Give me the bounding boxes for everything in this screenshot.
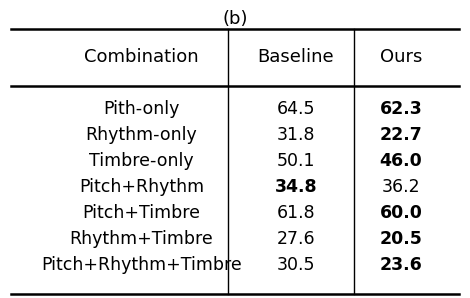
Text: (b): (b) (222, 10, 248, 28)
Text: 20.5: 20.5 (379, 230, 423, 248)
Text: 60.0: 60.0 (379, 204, 423, 222)
Text: 27.6: 27.6 (276, 230, 315, 248)
Text: Baseline: Baseline (258, 49, 334, 66)
Text: 36.2: 36.2 (382, 178, 420, 196)
Text: Pitch+Rhythm+Timbre: Pitch+Rhythm+Timbre (41, 256, 242, 274)
Text: Pith-only: Pith-only (103, 100, 180, 118)
Text: 22.7: 22.7 (379, 126, 422, 144)
Text: Pitch+Timbre: Pitch+Timbre (83, 204, 201, 222)
Text: 50.1: 50.1 (276, 152, 315, 170)
Text: 46.0: 46.0 (379, 152, 422, 170)
Text: 34.8: 34.8 (274, 178, 317, 196)
Text: Timbre-only: Timbre-only (89, 152, 194, 170)
Text: 62.3: 62.3 (379, 100, 422, 118)
Text: Combination: Combination (84, 49, 199, 66)
Text: Ours: Ours (380, 49, 422, 66)
Text: 61.8: 61.8 (276, 204, 315, 222)
Text: 31.8: 31.8 (276, 126, 315, 144)
Text: Rhythm-only: Rhythm-only (86, 126, 197, 144)
Text: Pitch+Rhythm: Pitch+Rhythm (79, 178, 204, 196)
Text: 30.5: 30.5 (276, 256, 315, 274)
Text: 64.5: 64.5 (276, 100, 315, 118)
Text: 23.6: 23.6 (379, 256, 422, 274)
Text: Rhythm+Timbre: Rhythm+Timbre (70, 230, 213, 248)
